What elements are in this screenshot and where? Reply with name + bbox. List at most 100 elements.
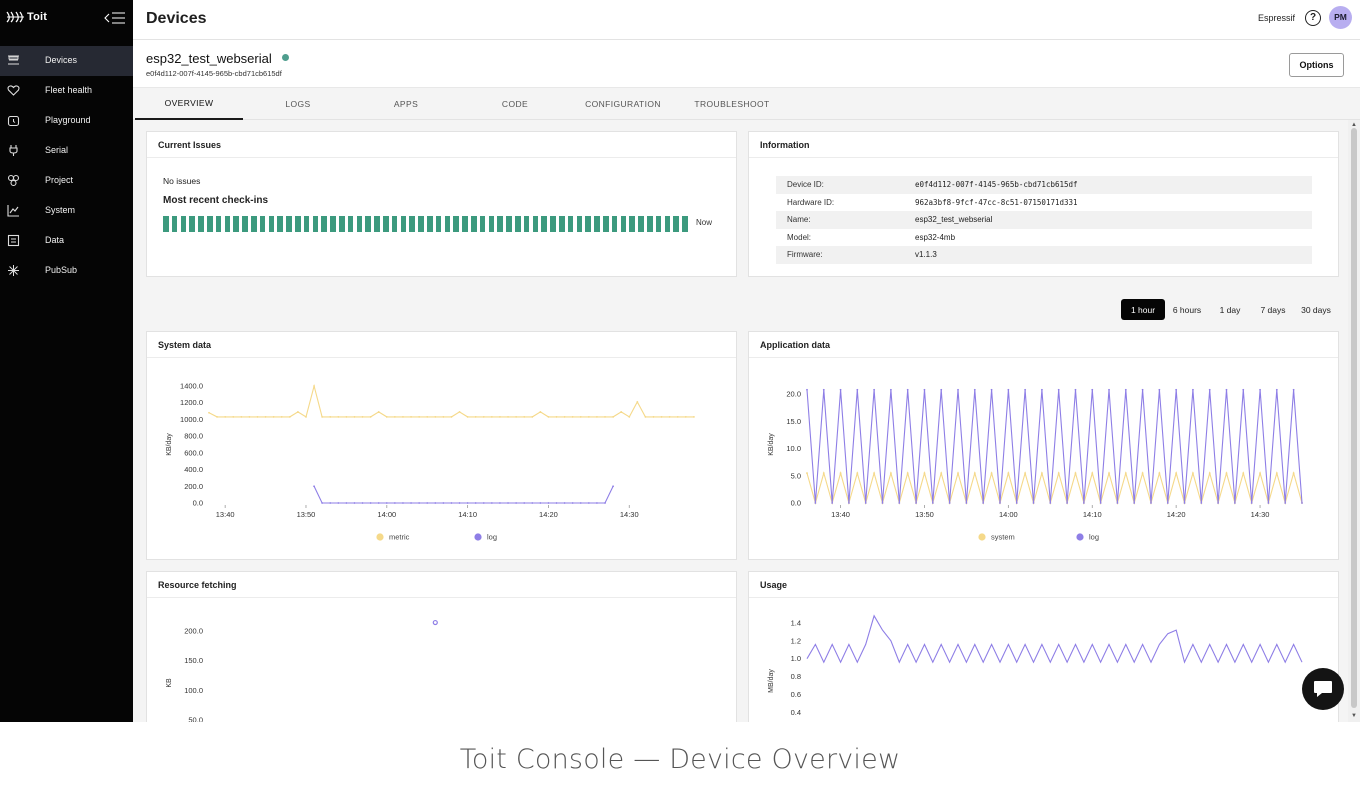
data-point — [458, 411, 461, 413]
range-1-hour[interactable]: 1 hour — [1121, 299, 1165, 320]
sidebar-item-system[interactable]: System — [0, 196, 133, 226]
sidebar-item-label: Data — [45, 235, 65, 245]
information-key: Hardware ID: — [787, 197, 835, 207]
chart-line-icon — [7, 205, 19, 217]
legend-swatch — [978, 533, 986, 541]
data-point — [297, 411, 299, 413]
checkin-bar — [374, 216, 380, 232]
alarm-icon — [7, 115, 20, 127]
scroll-down-icon[interactable]: ▼ — [1351, 713, 1357, 719]
tab-troubleshoot[interactable]: TROUBLESHOOT — [694, 99, 770, 109]
data-point — [402, 416, 404, 418]
information-row: Firmware: v1.1.3 — [776, 246, 1312, 264]
sidebar-item-playground[interactable]: Playground — [0, 106, 133, 136]
data-point — [1192, 388, 1194, 391]
data-point — [973, 388, 976, 391]
tab-apps[interactable]: APPS — [393, 99, 419, 109]
data-point — [539, 502, 542, 504]
collapse-menu-icon[interactable] — [104, 11, 126, 25]
checkin-bar — [462, 216, 468, 232]
data-point — [224, 416, 227, 418]
sidebar-item-project[interactable]: Project — [0, 166, 133, 196]
data-point — [1049, 502, 1052, 504]
data-point — [644, 416, 647, 418]
range-1-day[interactable]: 1 day — [1219, 304, 1241, 315]
data-point — [982, 502, 985, 504]
range-7-days[interactable]: 7 days — [1260, 304, 1286, 315]
data-point — [563, 416, 566, 418]
data-point — [957, 388, 959, 391]
checkin-bar — [673, 216, 679, 232]
data-point — [305, 416, 307, 418]
scroll-up-icon[interactable]: ▲ — [1351, 122, 1357, 128]
resource-fetching-chart: 200.0 150.0 100.0 50.0 KB — [166, 619, 438, 722]
options-button[interactable]: Options — [1289, 53, 1344, 77]
data-point — [1158, 388, 1161, 391]
legend-label: log — [1089, 533, 1099, 542]
org-switcher[interactable]: Espressif — [1258, 13, 1296, 23]
data-point — [432, 619, 438, 626]
checkin-bar — [523, 216, 530, 232]
data-point — [410, 502, 412, 504]
data-point — [1208, 472, 1211, 474]
data-point — [906, 472, 909, 474]
avatar[interactable]: PM — [1329, 6, 1352, 29]
data-point — [1175, 388, 1178, 391]
data-point — [668, 416, 671, 418]
data-point — [1116, 502, 1119, 504]
data-point — [628, 416, 631, 418]
data-point — [466, 502, 469, 504]
data-point — [321, 416, 324, 418]
current-issues-title: Current Issues — [147, 132, 736, 158]
data-point — [1032, 502, 1035, 504]
data-point — [839, 472, 842, 474]
app-window: Toit Devices Fleet health Playground Serial… — [0, 0, 1360, 722]
data-point — [1007, 388, 1010, 391]
range-6-hours[interactable]: 6 hours — [1172, 304, 1202, 315]
tab-configuration[interactable]: CONFIGURATION — [585, 99, 661, 109]
data-point — [856, 388, 859, 391]
checkin-bar — [339, 216, 345, 232]
data-point — [579, 502, 582, 504]
data-point — [612, 416, 614, 418]
data-point — [881, 502, 884, 504]
x-tick-label: 13:50 — [297, 510, 316, 519]
legend-swatch — [1076, 533, 1084, 541]
data-point — [1242, 388, 1245, 391]
data-point — [1225, 472, 1228, 474]
data-point — [596, 502, 598, 504]
chat-button[interactable] — [1302, 668, 1344, 710]
tab-logs[interactable]: LOGS — [285, 99, 311, 109]
checkin-bar — [550, 216, 556, 232]
data-point — [1292, 472, 1295, 474]
information-key: Model: — [787, 232, 812, 242]
data-point — [940, 388, 943, 391]
sidebar-item-fleet-health[interactable]: Fleet health — [0, 76, 133, 106]
data-point — [418, 502, 421, 504]
sidebar-nav: Devices Fleet health Playground Serial Proje… — [0, 46, 133, 286]
y-tick-label: 0.6 — [791, 690, 801, 699]
data-point — [848, 502, 850, 504]
toit-logo-icon — [6, 11, 24, 23]
scrollbar-thumb[interactable] — [1351, 128, 1357, 708]
information-value: esp32-4mb — [915, 232, 956, 242]
series-line-log — [313, 486, 614, 504]
data-point — [676, 416, 679, 418]
data-point — [587, 502, 590, 504]
data-point — [1015, 502, 1018, 504]
sidebar-item-pubsub[interactable]: PubSub — [0, 256, 133, 286]
sidebar-item-serial[interactable]: Serial — [0, 136, 133, 166]
checkin-bar — [559, 216, 565, 232]
data-point — [1242, 472, 1245, 474]
data-point — [466, 416, 469, 418]
tab-overview[interactable]: OVERVIEW — [135, 88, 243, 120]
sidebar-item-devices[interactable]: Devices — [0, 46, 133, 76]
data-point — [442, 502, 445, 504]
sidebar-item-data[interactable]: Data — [0, 226, 133, 256]
checkin-bar — [356, 216, 363, 232]
help-icon[interactable]: ? — [1305, 10, 1321, 26]
data-point — [596, 416, 598, 418]
range-30-days[interactable]: 30 days — [1301, 304, 1331, 315]
data-point — [973, 472, 976, 474]
tab-code[interactable]: CODE — [501, 99, 529, 109]
